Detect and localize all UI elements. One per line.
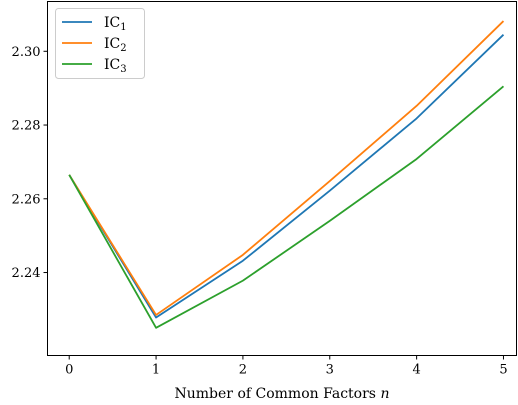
legend-box xyxy=(55,8,145,79)
x-tick-label: 1 xyxy=(152,363,160,378)
y-tick-label: 2.26 xyxy=(12,192,41,207)
y-tick-label: 2.24 xyxy=(12,266,41,281)
series-line-ic3 xyxy=(68,85,505,329)
x-tick-label: 4 xyxy=(412,363,420,378)
legend: IC1 IC2 IC3 xyxy=(55,8,145,79)
x-axis: 0 1 2 3 4 5 xyxy=(65,355,508,378)
plot-frame xyxy=(47,1,517,356)
x-tick-label: 5 xyxy=(499,363,507,378)
plot-layer xyxy=(68,20,505,329)
x-tick-label: 3 xyxy=(326,363,334,378)
x-tick-label: 2 xyxy=(239,363,247,378)
x-axis-label: Number of Common Factors n xyxy=(175,386,390,402)
series-line-ic2 xyxy=(68,20,505,316)
x-tick-label: 0 xyxy=(65,363,73,378)
legend-label-ic3: IC3 xyxy=(104,57,127,75)
y-tick-label: 2.28 xyxy=(12,119,41,134)
y-axis: 2.24 2.26 2.28 2.30 xyxy=(12,45,48,281)
legend-label-ic1: IC1 xyxy=(104,15,127,33)
series-line-ic1 xyxy=(68,34,505,319)
x-axis-label-text: Number of Common Factors xyxy=(175,386,381,402)
legend-label-ic2: IC2 xyxy=(104,36,127,54)
x-axis-label-variable: n xyxy=(380,386,389,402)
y-tick-label: 2.30 xyxy=(12,45,41,60)
